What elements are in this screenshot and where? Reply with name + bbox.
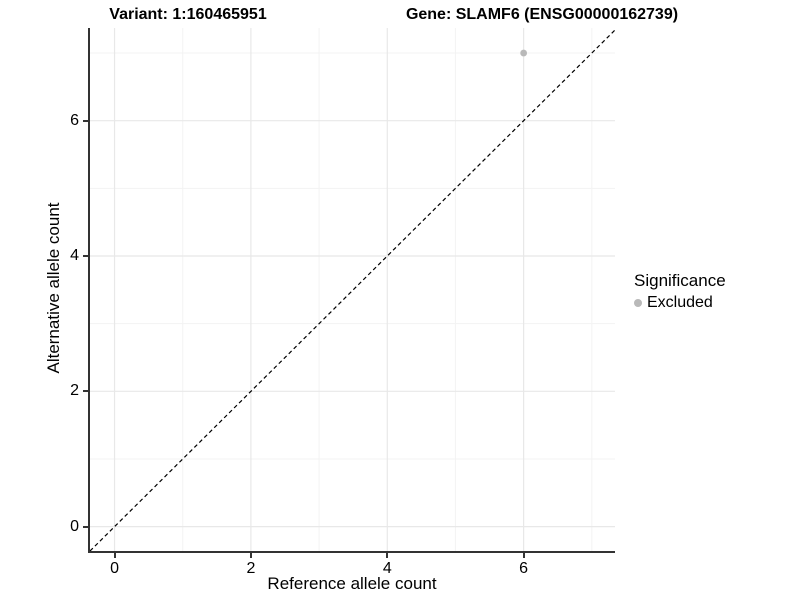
legend-entry: Excluded	[634, 294, 726, 312]
x-tick-label: 6	[519, 560, 529, 577]
y-tick-label: 0	[70, 517, 79, 535]
y-tick-mark	[83, 390, 88, 393]
x-tick-label: 0	[110, 560, 119, 577]
x-tick-label: 4	[382, 560, 392, 577]
variant-title: Variant: 1:160465951	[109, 6, 267, 23]
identity-line	[90, 29, 615, 551]
y-tick-label: 6	[70, 111, 79, 129]
legend: Significance Excluded	[634, 271, 726, 312]
x-tick-mark	[522, 553, 525, 558]
legend-entries: Excluded	[634, 294, 726, 312]
y-tick-mark	[83, 525, 88, 528]
y-tick-mark	[83, 119, 88, 122]
x-tick-mark	[113, 553, 116, 558]
x-tick-label: 2	[246, 560, 256, 577]
x-axis-title: Reference allele count	[267, 574, 437, 593]
plot-panel-canvas	[90, 28, 615, 551]
plot-panel	[88, 28, 615, 553]
y-tick-label: 2	[70, 382, 79, 400]
legend-title: Significance	[634, 271, 726, 290]
y-axis-title: Alternative allele count	[44, 202, 63, 374]
x-tick-mark	[386, 553, 389, 558]
y-tick-mark	[83, 255, 88, 257]
y-tick-label: 4	[70, 247, 79, 264]
legend-entry-label: Excluded	[647, 294, 713, 311]
x-tick-mark	[249, 553, 252, 558]
data-point	[520, 49, 528, 57]
legend-point-icon	[634, 299, 642, 307]
gene-title: Gene: SLAMF6 (ENSG00000162739)	[405, 6, 679, 23]
